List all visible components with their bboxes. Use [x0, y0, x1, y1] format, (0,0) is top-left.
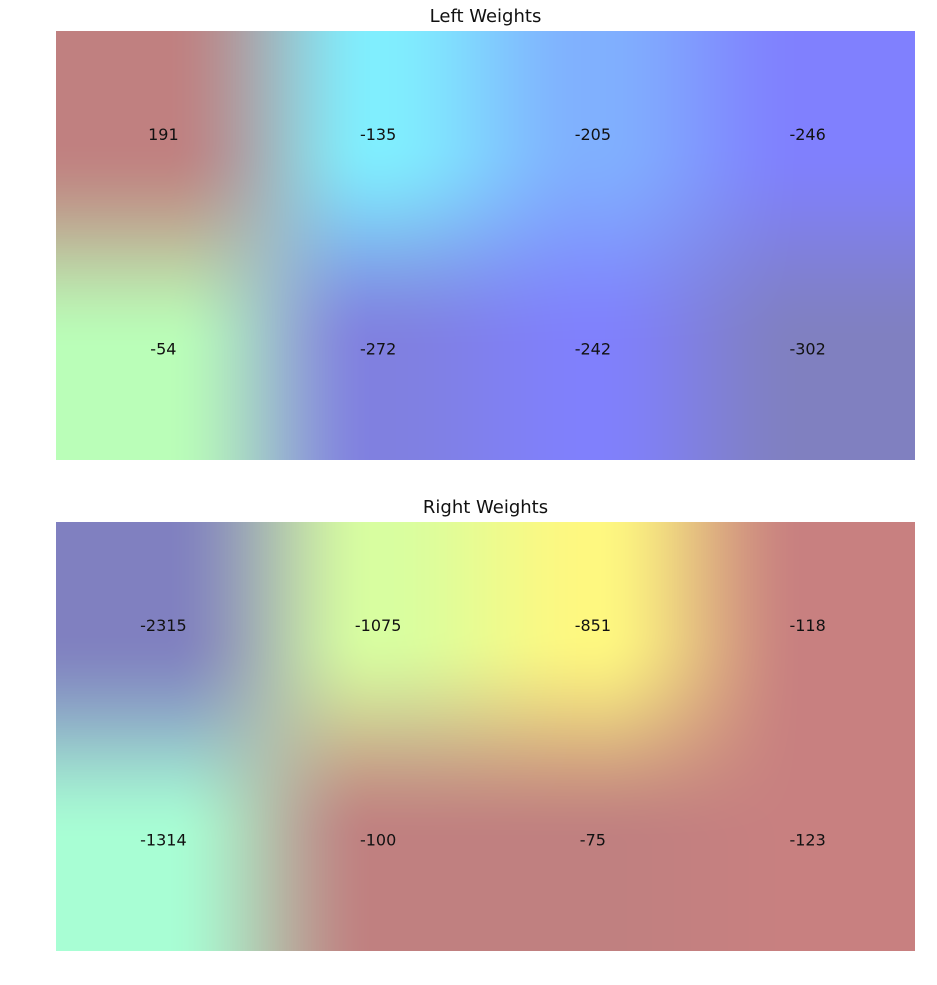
cell-value-label: 191 — [148, 125, 179, 144]
cell-value-label: -2315 — [140, 616, 187, 635]
cell-value-label: -118 — [789, 616, 825, 635]
left-weights-labels: 191 -135 -205 -246 -54 -272 -242 -302 — [148, 125, 826, 359]
left-weights-title: Left Weights — [429, 6, 542, 27]
right-weights-title: Right Weights — [422, 497, 549, 518]
right-weights-panel: Right Weights -2315 -1075 -851 -118 -1314 -10… — [56, 497, 915, 951]
left-weights-heatmap-fill — [56, 31, 915, 460]
cell-value-label: -1075 — [355, 616, 402, 635]
cell-value-label: -1314 — [140, 830, 187, 849]
cell-value-label: -135 — [360, 125, 396, 144]
right-weights-heatmap: -2315 -1075 -851 -118 -1314 -100 -75 -123 — [56, 522, 915, 951]
cell-value-label: -205 — [575, 125, 611, 144]
cell-value-label: -54 — [150, 339, 176, 358]
left-weights-panel: Left Weights 191 -135 -205 -246 -54 -272 -242 -… — [56, 6, 915, 460]
cell-value-label: -242 — [575, 339, 611, 358]
cell-value-label: -100 — [360, 830, 396, 849]
cell-value-label: -302 — [789, 339, 825, 358]
right-weights-labels: -2315 -1075 -851 -118 -1314 -100 -75 -123 — [140, 616, 826, 850]
cell-value-label: -75 — [580, 830, 606, 849]
left-weights-heatmap: 191 -135 -205 -246 -54 -272 -242 -302 — [56, 31, 915, 460]
cell-value-label: -272 — [360, 339, 396, 358]
cell-value-label: -246 — [789, 125, 825, 144]
cell-value-label: -123 — [789, 830, 825, 849]
right-weights-heatmap-fill — [56, 522, 915, 951]
cell-value-label: -851 — [575, 616, 611, 635]
